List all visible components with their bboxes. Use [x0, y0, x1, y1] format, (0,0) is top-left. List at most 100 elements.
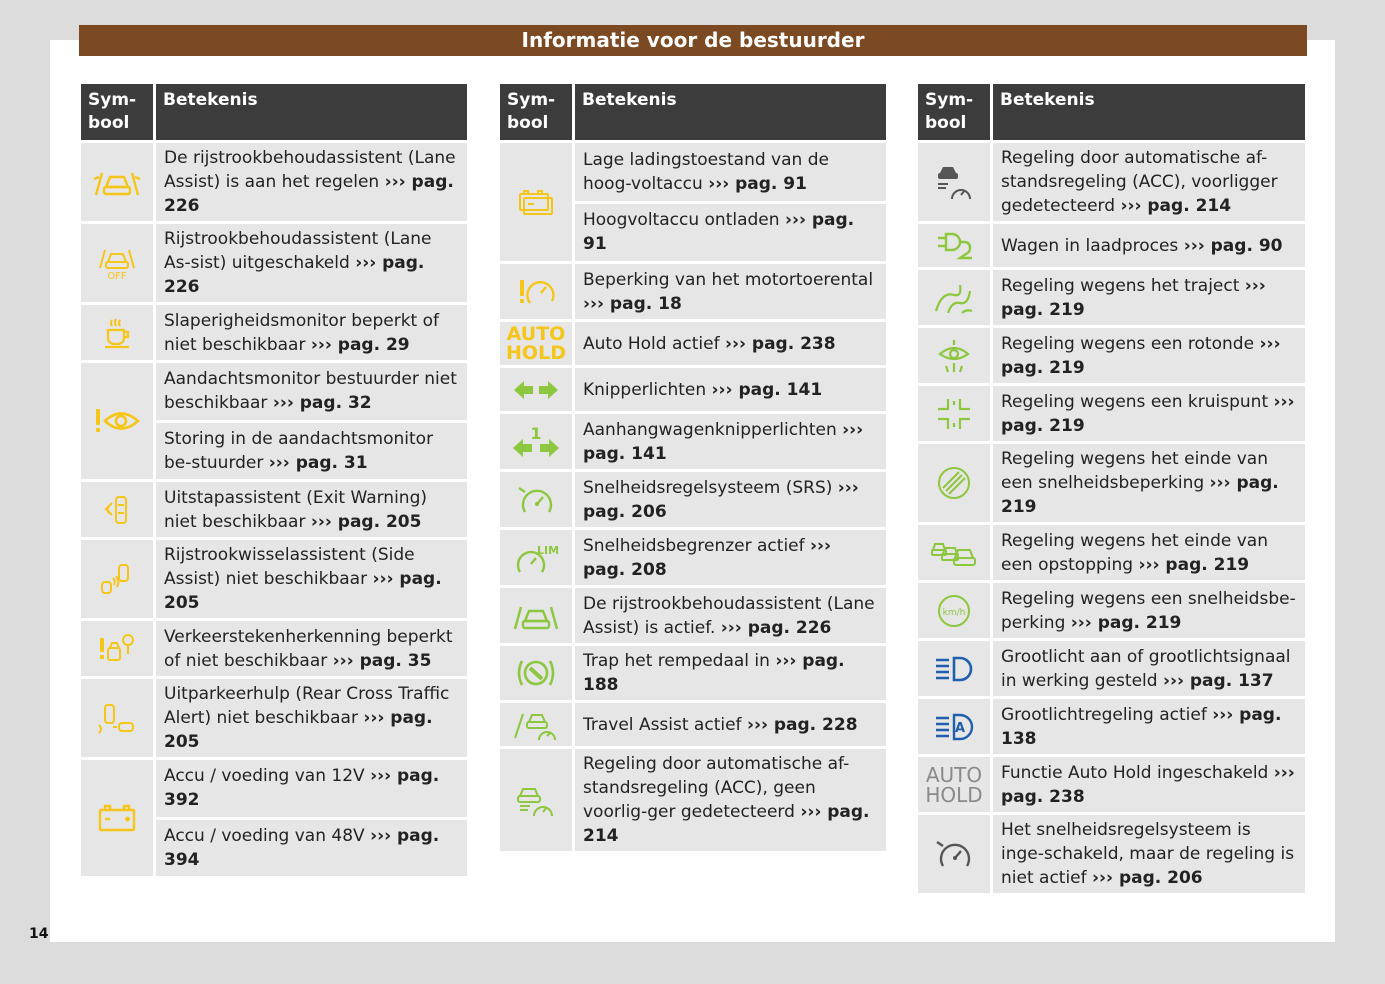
header-symbol: Sym- bool	[81, 84, 156, 140]
table-row: Knipperlichten ››› pag. 141	[500, 368, 886, 411]
table-row: Travel Assist actief ››› pag. 228	[500, 703, 886, 746]
table-row: LIM Snelheidsbegrenzer actief ››› pag. 2…	[500, 530, 886, 585]
lane-assist-off-icon: OFF	[81, 224, 156, 302]
meaning-cell: Accu / voeding van 12V ››› pag. 392	[156, 760, 467, 817]
table-row: Hoogvoltaccu ontladen ››› pag. 91	[500, 203, 886, 261]
table-row: De rijstrookbehoudassistent (Lane Assist…	[81, 143, 467, 221]
table-row: Accu / voeding van 12V ››› pag. 392	[81, 760, 467, 876]
table-row: Regeling wegens een kruispunt ››› pag. 2…	[918, 386, 1305, 441]
svg-text:km/h: km/h	[943, 608, 966, 618]
section-banner: Informatie voor de bestuurder	[79, 25, 1307, 56]
speed-limit-kmh-icon: km/h	[918, 583, 993, 638]
meaning-cell: Wagen in laadproces ››› pag. 90	[993, 224, 1305, 267]
meaning-cell: Trap het rempedaal in ››› pag. 188	[575, 646, 886, 700]
side-assist-icon	[81, 540, 156, 618]
symbol-table-3: Sym- bool Betekenis Regeling door automa…	[918, 81, 1305, 896]
table-row: Beperking van het motortoerental ››› pag…	[500, 264, 886, 319]
acc-vehicle-detected-icon	[918, 143, 993, 221]
meaning-cell: Het snelheidsregelsysteem is inge-schake…	[993, 815, 1305, 893]
meaning-cell: Aandachtsmonitor bestuurder niet beschik…	[156, 363, 467, 420]
page-number: 14	[29, 926, 49, 942]
meaning-cell: Rijstrookbehoudassistent (Lane As-sist) …	[156, 224, 467, 302]
table-header-row: Sym- bool Betekenis	[500, 84, 886, 140]
battery-icon	[81, 760, 156, 876]
meaning-cell: Uitstapassistent (Exit Warning) niet bes…	[156, 482, 467, 537]
meaning-cell: Regeling wegens het traject ››› pag. 219	[993, 270, 1305, 325]
end-traffic-jam-icon	[918, 525, 993, 580]
meaning-cell: Snelheidsregelsysteem (SRS) ››› pag. 206	[575, 472, 886, 527]
header-meaning: Betekenis	[156, 84, 467, 140]
driver-attention-eye-icon	[81, 363, 156, 479]
meaning-cell: Regeling door automatische af-standsrege…	[993, 143, 1305, 221]
table-row: Snelheidsregelsysteem (SRS) ››› pag. 206	[500, 472, 886, 527]
end-speed-limit-icon	[918, 444, 993, 522]
meaning-cell: Travel Assist actief ››› pag. 228	[575, 703, 886, 746]
travel-assist-icon	[500, 703, 575, 746]
table-row: Regeling wegens het einde van een snelhe…	[918, 444, 1305, 522]
meaning-cell: Functie Auto Hold ingeschakeld ››› pag. …	[993, 757, 1305, 812]
meaning-cell: Regeling wegens een snelheidsbe-perking …	[993, 583, 1305, 638]
meaning-cell: Grootlicht aan of grootlichtsignaal in w…	[993, 641, 1305, 696]
lane-assist-active-icon	[500, 588, 575, 643]
lane-assist-regulating-icon	[81, 143, 156, 221]
brake-pedal-icon	[500, 646, 575, 700]
meaning-cell: Accu / voeding van 48V ››› pag. 394	[156, 819, 467, 876]
table-row: Regeling wegens het traject ››› pag. 219	[918, 270, 1305, 325]
meaning-cell: Regeling door automatische af-standsrege…	[575, 749, 886, 851]
table-row: 1 Aanhangwagenknipperlichten ››› pag. 14…	[500, 414, 886, 469]
speed-limiter-icon: LIM	[500, 530, 575, 585]
table-row: Slaperigheidsmonitor beperkt of niet bes…	[81, 305, 467, 360]
rear-cross-traffic-icon	[81, 679, 156, 757]
table-header-row: Sym- bool Betekenis	[918, 84, 1305, 140]
meaning-cell: Snelheidsbegrenzer actief ››› pag. 208	[575, 530, 886, 585]
hv-battery-low-icon	[500, 143, 575, 261]
meaning-cell: Lage ladingstoestand van de hoog-voltacc…	[575, 143, 886, 201]
auto-hold-grey-text-icon: AUTO HOLD	[918, 757, 993, 812]
cruise-control-inactive-icon	[918, 815, 993, 893]
table-row: Trap het rempedaal in ››› pag. 188	[500, 646, 886, 700]
coffee-cup-icon	[81, 305, 156, 360]
table-row: Accu / voeding van 48V ››› pag. 394	[81, 819, 467, 876]
table-row: Regeling door automatische af-standsrege…	[918, 143, 1305, 221]
acc-no-vehicle-icon	[500, 749, 575, 851]
table-row: km/h Regeling wegens een snelheidsbe-per…	[918, 583, 1305, 638]
table-row: Rijstrookwisselassistent (Side Assist) n…	[81, 540, 467, 618]
header-meaning: Betekenis	[993, 84, 1305, 140]
table-row: AUTO HOLD Auto Hold actief ››› pag. 238	[500, 322, 886, 365]
table-row: Regeling wegens het einde van een opstop…	[918, 525, 1305, 580]
meaning-cell: Uitparkeerhulp (Rear Cross Traffic Alert…	[156, 679, 467, 757]
turn-signal-arrows-icon	[500, 368, 575, 411]
meaning-cell: Hoogvoltaccu ontladen ››› pag. 91	[575, 203, 886, 261]
meaning-cell: Storing in de aandachtsmonitor be-stuurd…	[156, 422, 467, 479]
table-row: Wagen in laadproces ››› pag. 90	[918, 224, 1305, 267]
meaning-cell: Rijstrookwisselassistent (Side Assist) n…	[156, 540, 467, 618]
meaning-cell: Slaperigheidsmonitor beperkt of niet bes…	[156, 305, 467, 360]
roundabout-icon	[918, 328, 993, 383]
meaning-cell: Knipperlichten ››› pag. 141	[575, 368, 886, 411]
svg-text:OFF: OFF	[107, 271, 127, 280]
table-row: OFF Rijstrookbehoudassistent (Lane As-si…	[81, 224, 467, 302]
table-row: Grootlicht aan of grootlichtsignaal in w…	[918, 641, 1305, 696]
curvy-road-icon	[918, 270, 993, 325]
table-row: Uitparkeerhulp (Rear Cross Traffic Alert…	[81, 679, 467, 757]
meaning-cell: Regeling wegens het einde van een opstop…	[993, 525, 1305, 580]
table-row: AUTO HOLD Functie Auto Hold ingeschakeld …	[918, 757, 1305, 812]
table-row: Verkeerstekenherkenning beperkt of niet …	[81, 621, 467, 676]
auto-hold-text-icon: AUTO HOLD	[500, 322, 575, 365]
trailer-turn-signal-icon: 1	[500, 414, 575, 469]
intersection-icon	[918, 386, 993, 441]
table-row: Storing in de aandachtsmonitor be-stuurd…	[81, 422, 467, 479]
meaning-cell: Auto Hold actief ››› pag. 238	[575, 322, 886, 365]
high-beam-icon	[918, 641, 993, 696]
header-meaning: Betekenis	[575, 84, 886, 140]
meaning-cell: Regeling wegens een kruispunt ››› pag. 2…	[993, 386, 1305, 441]
exit-warning-icon	[81, 482, 156, 537]
table-row: Aandachtsmonitor bestuurder niet beschik…	[81, 363, 467, 479]
meaning-cell: Beperking van het motortoerental ››› pag…	[575, 264, 886, 319]
table-row: A Grootlichtregeling actief ››› pag. 138	[918, 699, 1305, 754]
table-row: Uitstapassistent (Exit Warning) niet bes…	[81, 482, 467, 537]
table-header-row: Sym- bool Betekenis	[81, 84, 467, 140]
table-row: Het snelheidsregelsysteem is inge-schake…	[918, 815, 1305, 893]
meaning-cell: Regeling wegens een rotonde ››› pag. 219	[993, 328, 1305, 383]
symbol-table-2: Sym- bool Betekenis Lage ladingstoestand…	[500, 81, 886, 854]
